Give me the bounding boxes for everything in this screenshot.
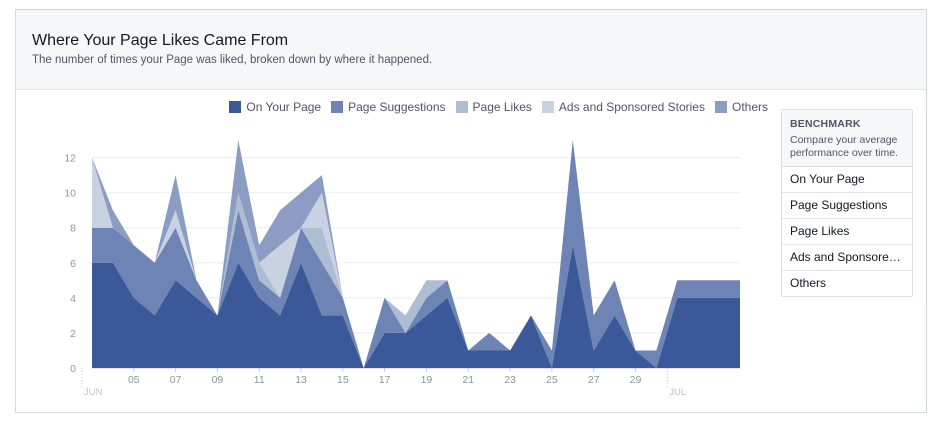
legend-label: Ads and Sponsored Stories xyxy=(558,100,705,114)
x-tick-label: 13 xyxy=(295,374,307,386)
benchmark-description: Compare your average performance over ti… xyxy=(790,134,898,159)
x-tick-label: 09 xyxy=(212,374,224,386)
benchmark-header: BENCHMARK Compare your average performan… xyxy=(782,110,912,167)
benchmark-item-page-suggestions[interactable]: Page Suggestions xyxy=(782,193,912,219)
stacked-area-chart: 0 2 4 6 8 10 12 05 07 09 11 13 15 17 19 21 23 25 27 29 JUN JU… xyxy=(64,140,740,398)
legend-item-page-suggestions[interactable]: Page Suggestions xyxy=(331,100,446,114)
y-tick-label: 10 xyxy=(64,188,76,200)
y-tick-label: 2 xyxy=(70,328,76,340)
legend-item-on-your-page[interactable]: On Your Page xyxy=(229,100,321,114)
chart-legend: On Your Page Page Suggestions Page Likes… xyxy=(219,100,768,114)
legend-swatch xyxy=(541,101,554,113)
legend-label: Others xyxy=(731,100,768,114)
benchmark-item-others[interactable]: Others xyxy=(790,276,827,290)
legend-swatch xyxy=(229,101,242,113)
legend-item-page-likes[interactable]: Page Likes xyxy=(455,100,532,114)
page-subtitle: The number of times your Page was liked,… xyxy=(32,54,433,66)
benchmark-item-page-likes[interactable]: Page Likes xyxy=(782,219,912,245)
y-tick-label: 0 xyxy=(70,363,76,375)
y-tick-label: 4 xyxy=(70,293,76,305)
x-tick-label: 25 xyxy=(546,374,558,386)
legend-swatch xyxy=(714,101,727,113)
legend-swatch xyxy=(455,101,468,113)
month-label: JUN xyxy=(84,387,103,398)
x-tick-label: 29 xyxy=(630,374,642,386)
legend-item-others[interactable]: Others xyxy=(714,100,768,114)
x-tick-label: 15 xyxy=(337,374,349,386)
area-series-page-suggestions xyxy=(92,140,740,368)
benchmark-title: BENCHMARK xyxy=(790,118,861,130)
benchmark-item-ads[interactable]: Ads and Sponsored Stories xyxy=(782,245,912,271)
x-tick-label: 23 xyxy=(504,374,516,386)
panel-header: Where Your Page Likes Came From The numb… xyxy=(16,10,926,90)
benchmark-panel: BENCHMARK Compare your average performan… xyxy=(781,109,913,297)
x-tick-label: 05 xyxy=(128,374,140,386)
month-label: JUL xyxy=(669,387,686,398)
y-tick-label: 6 xyxy=(70,258,76,270)
x-tick-label: 07 xyxy=(170,374,182,386)
x-tick-label: 27 xyxy=(588,374,600,386)
area-series-on-your-page xyxy=(92,245,740,368)
y-tick-label: 12 xyxy=(64,153,76,165)
legend-label: On Your Page xyxy=(246,100,322,114)
legend-swatch xyxy=(331,101,344,113)
legend-label: Page Suggestions xyxy=(348,100,446,114)
legend-label: Page Likes xyxy=(472,100,532,114)
y-tick-label: 8 xyxy=(70,223,76,235)
x-tick-label: 21 xyxy=(462,374,474,386)
legend-item-ads[interactable]: Ads and Sponsored Stories xyxy=(541,100,705,114)
x-tick-label: 11 xyxy=(254,374,265,386)
x-tick-label: 17 xyxy=(379,374,391,386)
page-title: Where Your Page Likes Came From xyxy=(32,32,289,49)
x-tick-label: 19 xyxy=(421,374,433,386)
benchmark-item-on-your-page[interactable]: On Your Page xyxy=(782,167,912,193)
